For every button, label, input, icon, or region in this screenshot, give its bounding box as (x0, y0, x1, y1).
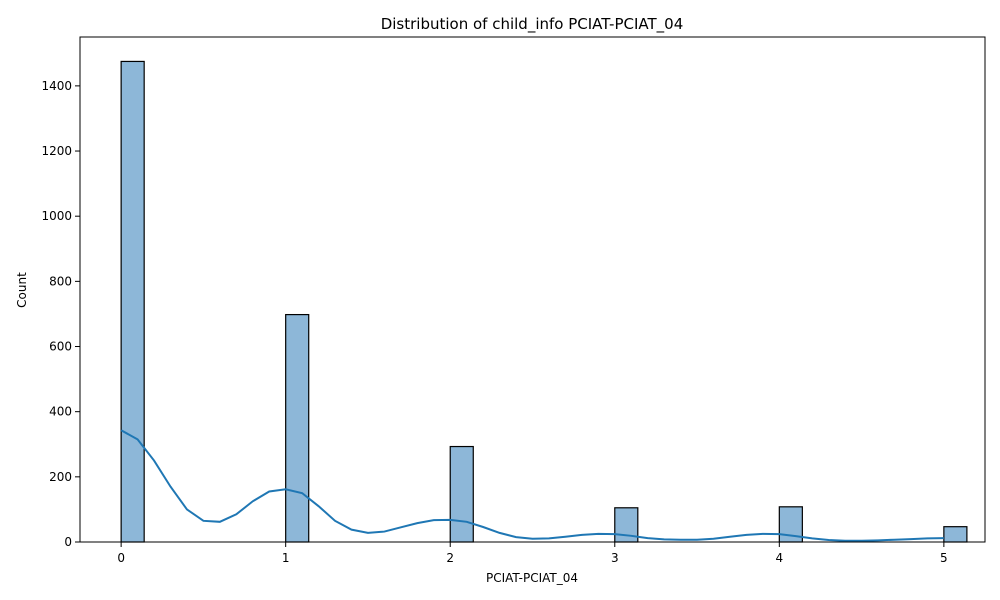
y-tick-label: 800 (49, 274, 72, 288)
y-axis-label: Count (15, 272, 29, 308)
y-tick-label: 1200 (41, 144, 72, 158)
plot-frame (79, 36, 986, 543)
x-tick-label: 1 (282, 551, 290, 565)
histogram-bar-0 (120, 60, 145, 543)
y-tick-label: 600 (49, 340, 72, 354)
x-tick-label: 2 (446, 551, 454, 565)
x-axis-ticks: 0 1 2 3 4 5 (117, 542, 948, 565)
x-tick-label: 0 (117, 551, 125, 565)
y-tick-label: 200 (49, 470, 72, 484)
bars-group (120, 60, 968, 543)
kde-line (120, 429, 944, 542)
histogram-bar-5 (943, 526, 968, 543)
x-tick-label: 3 (611, 551, 619, 565)
x-tick-label: 5 (940, 551, 948, 565)
histogram-bar-1 (285, 313, 310, 543)
y-tick-label: 1400 (41, 79, 72, 93)
y-axis-ticks: 0 200 400 600 800 1000 1200 1400 (41, 79, 80, 549)
x-tick-label: 4 (775, 551, 783, 565)
chart-title: Distribution of child_info PCIAT-PCIAT_0… (381, 15, 684, 34)
y-tick-label: 400 (49, 405, 72, 419)
y-tick-label: 0 (64, 535, 72, 549)
y-tick-label: 1000 (41, 209, 72, 223)
histogram-bar-2 (449, 445, 474, 543)
x-axis-label: PCIAT-PCIAT_04 (486, 571, 578, 585)
